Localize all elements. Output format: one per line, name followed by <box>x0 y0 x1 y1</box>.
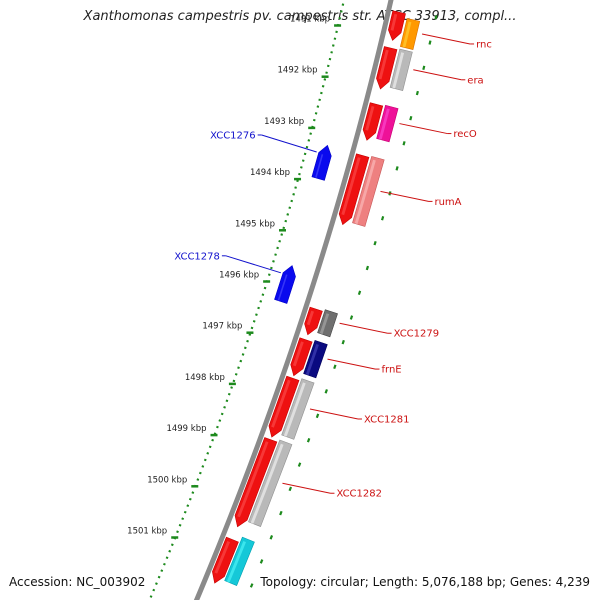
topology-text: Topology: circular; Length: 5,076,188 bp… <box>260 575 590 589</box>
ruler-tick-label: 1500 kbp <box>147 475 187 485</box>
ruler-tick-label: 1499 kbp <box>166 424 206 434</box>
cds-feature[interactable] <box>362 102 384 141</box>
gene-label[interactable]: frnE <box>381 365 401 376</box>
backbone <box>193 0 394 600</box>
gene-label-leader <box>225 255 282 274</box>
ruler-tick-label: 1498 kbp <box>185 373 225 383</box>
ruler-tick-label: 1494 kbp <box>250 168 290 178</box>
ruler-tick-label: 1493 kbp <box>264 117 304 127</box>
gene-feature[interactable] <box>224 536 255 586</box>
gene-labels: rnc era recO rumA XCC1279 frnE XCC1281 XCC1282 X… <box>174 33 492 500</box>
cds-feature[interactable] <box>234 437 278 528</box>
ruler-tick-label: 1492 kbp <box>278 66 318 76</box>
inner-tick-ring <box>244 0 442 600</box>
gene-label[interactable]: XCC1278 <box>174 251 220 262</box>
cds-feature[interactable] <box>304 306 323 336</box>
ruler: 1491 kbp 1492 kbp 1493 kbp 1494 kbp 1495 kbp… <box>127 0 442 600</box>
gene-label-leader <box>413 69 462 81</box>
gene-label[interactable]: rumA <box>434 197 461 208</box>
gene-era[interactable] <box>389 48 413 91</box>
gene-label[interactable]: rnc <box>476 39 492 50</box>
cds-feature[interactable] <box>212 536 239 584</box>
cds-feature[interactable] <box>290 337 313 377</box>
gene-label[interactable]: recO <box>453 129 477 140</box>
gene-label-leader <box>282 482 331 494</box>
gene-label-leader <box>309 408 359 420</box>
gene-label-leader <box>327 358 376 370</box>
gene-label[interactable]: era <box>467 75 483 86</box>
gene-rnc[interactable] <box>399 18 421 50</box>
cds-feature[interactable] <box>268 375 300 438</box>
gene-frne[interactable] <box>303 339 328 379</box>
gene-label[interactable]: XCC1282 <box>336 489 382 500</box>
gene-label-leader <box>421 33 471 45</box>
backbone-line <box>193 0 394 600</box>
gene-label[interactable]: XCC1281 <box>364 415 410 426</box>
gene-track <box>224 18 421 586</box>
cds-track <box>212 10 406 584</box>
gene-label-leader <box>399 123 448 135</box>
cds-feature[interactable] <box>376 46 398 90</box>
gene-xcc1282[interactable] <box>248 439 293 527</box>
ruler-tick-label: 1497 kbp <box>202 322 242 332</box>
gene-xcc1281[interactable] <box>281 378 315 440</box>
cds-feature[interactable] <box>388 10 406 41</box>
ruler-tick-label: 1495 kbp <box>235 219 275 229</box>
cds-feature[interactable] <box>338 153 370 226</box>
gene-label[interactable]: XCC1276 <box>210 130 256 141</box>
ruler-tick-label: 1501 kbp <box>127 527 167 537</box>
gene-xcc1276[interactable] <box>311 144 332 181</box>
accession-text: Accession: NC_003902 <box>9 575 146 589</box>
gene-label-leader <box>261 134 317 153</box>
gene-label-leader <box>339 322 388 334</box>
gene-ruma[interactable] <box>352 156 385 227</box>
gene-reco[interactable] <box>376 104 399 143</box>
gene-xcc1278[interactable] <box>274 265 296 304</box>
ruler-line <box>148 0 346 600</box>
gene-label[interactable]: XCC1279 <box>394 329 440 340</box>
ruler-tick-label: 1491 kbp <box>290 15 330 25</box>
ruler-tick-label: 1496 kbp <box>219 271 259 281</box>
gene-label-leader <box>380 190 429 202</box>
gene-xcc1279[interactable] <box>317 309 338 338</box>
